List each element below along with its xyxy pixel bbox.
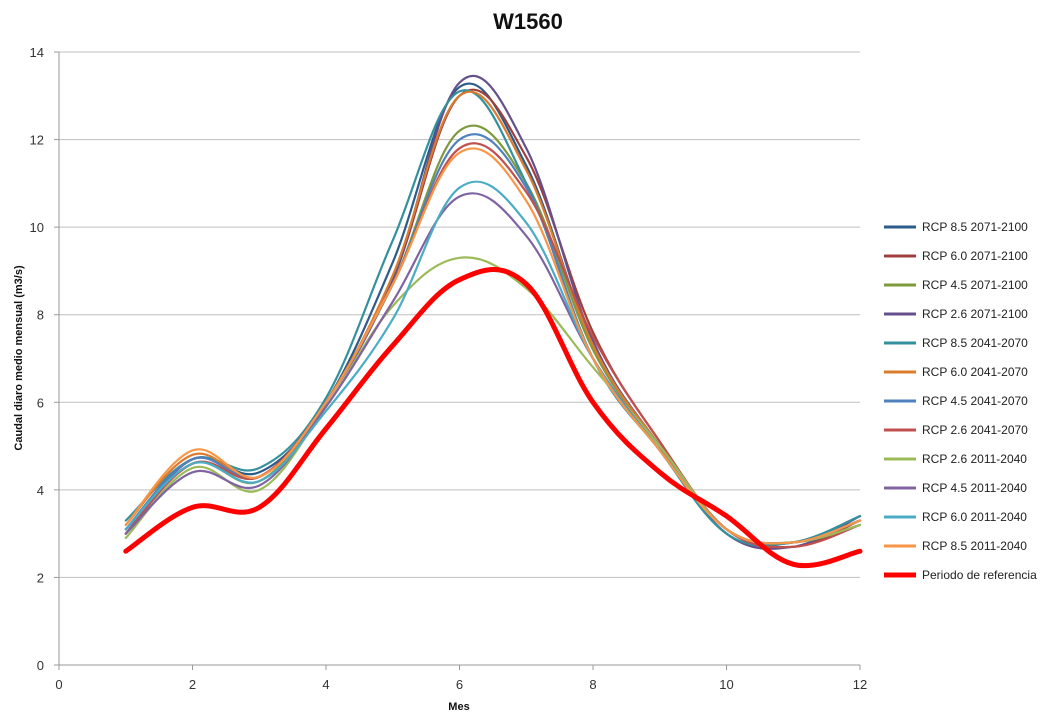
legend-label-rcp-6-0-2071-2100: RCP 6.0 2071-2100 xyxy=(922,249,1028,263)
x-tick-label-2: 4 xyxy=(322,677,329,692)
legend-label-rcp-6-0-2011-2040: RCP 6.0 2011-2040 xyxy=(922,510,1027,524)
y-tick-label-2: 4 xyxy=(37,483,44,498)
series-line-rcp-8-5-2041-2070 xyxy=(124,89,862,547)
x-tick-label-6: 12 xyxy=(853,677,867,692)
series-line-rcp-8-5-2011-2040 xyxy=(124,147,862,545)
legend-label-rcp-4-5-2011-2040: RCP 4.5 2011-2040 xyxy=(922,481,1027,495)
legend-label-rcp-2-6-2041-2070: RCP 2.6 2041-2070 xyxy=(922,423,1028,437)
legend-label-rcp-8-5-2011-2040: RCP 8.5 2011-2040 xyxy=(922,539,1027,553)
x-axis-label: Mes xyxy=(448,701,469,713)
y-tick-label-0: 0 xyxy=(37,658,44,673)
y-tick-label-3: 6 xyxy=(37,395,44,410)
legend-label-rcp-2-6-2011-2040: RCP 2.6 2011-2040 xyxy=(922,452,1027,466)
x-tick-label-1: 2 xyxy=(189,677,196,692)
legend-label-rcp-4-5-2041-2070: RCP 4.5 2041-2070 xyxy=(922,394,1028,408)
series-line-rcp-2-6-2011-2040 xyxy=(124,256,862,545)
series-line-rcp-4-5-2041-2070 xyxy=(124,133,862,545)
x-tick-label-5: 10 xyxy=(719,677,733,692)
series-line-rcp-4-5-2011-2040 xyxy=(124,192,862,545)
legend: RCP 8.5 2071-2100 RCP 6.0 2071-2100 RCP 4.… xyxy=(884,220,1037,582)
legend-label-periodo-de-referencia: Periodo de referencia xyxy=(922,568,1037,582)
x-tick-label-0: 0 xyxy=(55,677,62,692)
y-tick-label-5: 10 xyxy=(30,220,44,235)
axes xyxy=(54,51,861,670)
y-tick-label-7: 14 xyxy=(30,45,44,60)
series-lines xyxy=(123,74,863,569)
tick-labels: 0 2 4 6 8 10 12 0 2 4 6 8 10 12 14 xyxy=(30,45,868,692)
x-tick-label-3: 6 xyxy=(456,677,463,692)
legend-label-rcp-8-5-2071-2100: RCP 8.5 2071-2100 xyxy=(922,220,1028,234)
legend-label-rcp-6-0-2041-2070: RCP 6.0 2041-2070 xyxy=(922,365,1028,379)
legend-label-rcp-8-5-2041-2070: RCP 8.5 2041-2070 xyxy=(922,336,1028,350)
series-line-rcp-6-0-2011-2040 xyxy=(124,180,862,545)
chart-title: W1560 xyxy=(493,9,563,34)
series-line-periodo-de-referencia xyxy=(123,267,863,569)
x-tick-label-4: 8 xyxy=(589,677,596,692)
legend-label-rcp-4-5-2071-2100: RCP 4.5 2071-2100 xyxy=(922,278,1028,292)
y-tick-label-6: 12 xyxy=(30,133,44,148)
y-axis-label: Caudal diaro medio mensual (m3/s) xyxy=(13,265,25,451)
legend-label-rcp-2-6-2071-2100: RCP 2.6 2071-2100 xyxy=(922,307,1028,321)
y-tick-label-4: 8 xyxy=(37,308,44,323)
y-tick-label-1: 2 xyxy=(37,570,44,585)
